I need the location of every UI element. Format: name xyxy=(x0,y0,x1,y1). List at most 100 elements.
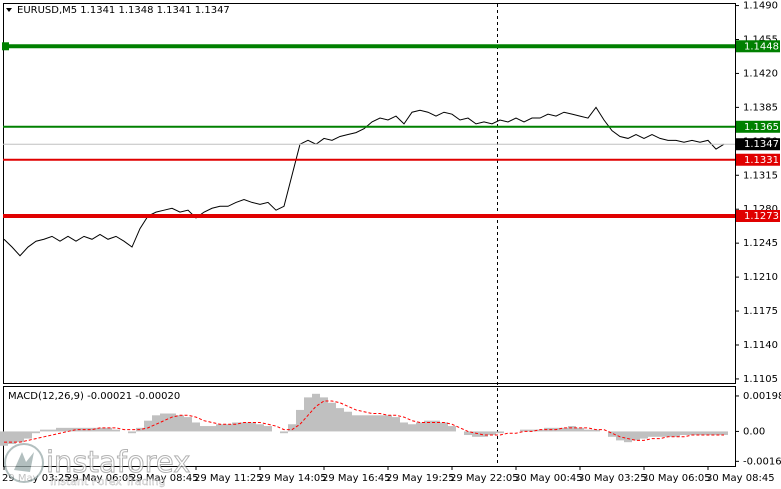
y-tick-label: 1.1140 xyxy=(743,340,778,351)
x-tick-label: 29 May 06:05 xyxy=(66,473,135,484)
macd-histogram-bar xyxy=(632,431,640,441)
macd-histogram-bar xyxy=(568,426,576,432)
macd-histogram-bar xyxy=(488,431,496,436)
macd-histogram-bar xyxy=(152,415,160,432)
x-tick-label: 29 May 11:25 xyxy=(194,473,263,484)
macd-histogram-bar xyxy=(584,429,592,432)
watermark-brand: instaforex xyxy=(46,445,190,479)
macd-histogram-bar xyxy=(32,431,40,434)
y-tick-label: 1.1385 xyxy=(743,102,778,113)
y-tick-label: 1.1420 xyxy=(743,68,778,79)
macd-histogram-bar xyxy=(592,429,600,432)
level-label: 1.1331 xyxy=(744,155,779,166)
y-tick-label: -0.00167 xyxy=(743,456,781,467)
macd-histogram-bar xyxy=(96,427,104,432)
macd-histogram-bar xyxy=(288,424,296,432)
y-tick-label: 0.00 xyxy=(743,426,765,437)
level-label: 1.1365 xyxy=(744,122,779,133)
macd-histogram-bar xyxy=(344,411,352,432)
macd-histogram-bar xyxy=(712,431,720,436)
watermark: instaforex Instant Forex Trading xyxy=(4,443,191,488)
macd-histogram-bar xyxy=(256,424,264,432)
macd-histogram-bar xyxy=(0,431,8,446)
macd-histogram-bar xyxy=(368,415,376,432)
y-tick-label: 0.00198 xyxy=(743,391,781,402)
macd-histogram-bar xyxy=(144,420,152,432)
macd-histogram-bar xyxy=(8,431,16,444)
price-line xyxy=(3,106,725,257)
watermark-logo-mark xyxy=(14,452,34,472)
macd-histogram-bar xyxy=(112,429,120,432)
macd-histogram-bar xyxy=(424,420,432,432)
macd-histogram-bar xyxy=(232,422,240,432)
macd-histogram-bar xyxy=(384,415,392,432)
macd-histogram-bar xyxy=(392,417,400,432)
macd-histogram-bar xyxy=(280,431,288,434)
macd-histogram-bar xyxy=(328,402,336,432)
watermark-tagline: Instant Forex Trading xyxy=(50,475,166,488)
macd-title: MACD(12,26,9) -0.00021 -0.00020 xyxy=(8,391,180,402)
macd-histogram-bar xyxy=(224,424,232,432)
y-tick-label: 1.1105 xyxy=(743,374,778,385)
macd-histogram-bar xyxy=(672,431,680,437)
y-tick-label: 1.1455 xyxy=(743,34,778,45)
level-label-bg xyxy=(736,209,780,222)
macd-histogram-bar xyxy=(664,431,672,437)
macd-histogram-bar xyxy=(184,417,192,432)
macd-histogram-bar xyxy=(464,431,472,436)
macd-histogram-bar xyxy=(688,431,696,436)
x-tick-label: 29 May 22:05 xyxy=(450,473,519,484)
macd-histogram-bar xyxy=(72,427,80,432)
level-label-bg xyxy=(736,153,780,166)
macd-histogram-bar xyxy=(440,422,448,432)
macd-histogram-bar xyxy=(560,427,568,432)
macd-signal-line xyxy=(4,400,724,443)
macd-histogram-bar xyxy=(416,422,424,432)
macd-histogram-bar xyxy=(304,397,312,432)
macd-histogram-bar xyxy=(264,426,272,432)
y-tick-label: 1.1175 xyxy=(743,306,778,317)
macd-histogram-bar xyxy=(192,422,200,432)
last-price-label-bg xyxy=(736,138,780,151)
macd-histogram-bar xyxy=(480,431,488,437)
macd-histogram-bar xyxy=(608,431,616,437)
macd-histogram-bar xyxy=(248,422,256,432)
last-price-label: 1.1347 xyxy=(744,139,779,150)
macd-histogram-bar xyxy=(296,409,304,432)
macd-histogram-bar xyxy=(616,431,624,441)
macd-histogram-bar xyxy=(656,431,664,437)
macd-histogram-bar xyxy=(176,415,184,432)
macd-histogram-bar xyxy=(40,429,48,432)
level-marker xyxy=(2,42,9,51)
level-label-bg xyxy=(736,120,780,133)
x-tick-label: 30 May 00:45 xyxy=(514,473,583,484)
macd-histogram-bar xyxy=(496,431,504,434)
macd-histogram-bar xyxy=(56,427,64,432)
x-tick-label: 29 May 19:25 xyxy=(386,473,455,484)
macd-histogram-bar xyxy=(200,426,208,432)
macd-histogram-bar xyxy=(64,427,72,432)
macd-histogram-bar xyxy=(312,393,320,432)
macd-histogram-bar xyxy=(704,431,712,436)
macd-histogram-bar xyxy=(640,431,648,439)
macd-histogram-bar xyxy=(352,415,360,432)
macd-histogram-bar xyxy=(544,427,552,432)
x-tick-label: 30 May 08:45 xyxy=(706,473,775,484)
macd-histogram-bar xyxy=(720,431,728,436)
level-label-bg xyxy=(736,40,780,53)
macd-histogram-bar xyxy=(576,427,584,432)
macd-histogram-bar xyxy=(536,429,544,432)
macd-histogram-bar xyxy=(400,422,408,432)
macd-histogram-bar xyxy=(168,413,176,432)
macd-histogram-bar xyxy=(520,429,528,432)
macd-histogram-bar xyxy=(320,397,328,432)
macd-histogram-bar xyxy=(208,426,216,432)
macd-histogram-bar xyxy=(240,422,248,432)
symbol-menu-icon xyxy=(6,8,12,12)
macd-histogram-bar xyxy=(104,427,112,432)
x-tick-label: 29 May 08:45 xyxy=(130,473,199,484)
